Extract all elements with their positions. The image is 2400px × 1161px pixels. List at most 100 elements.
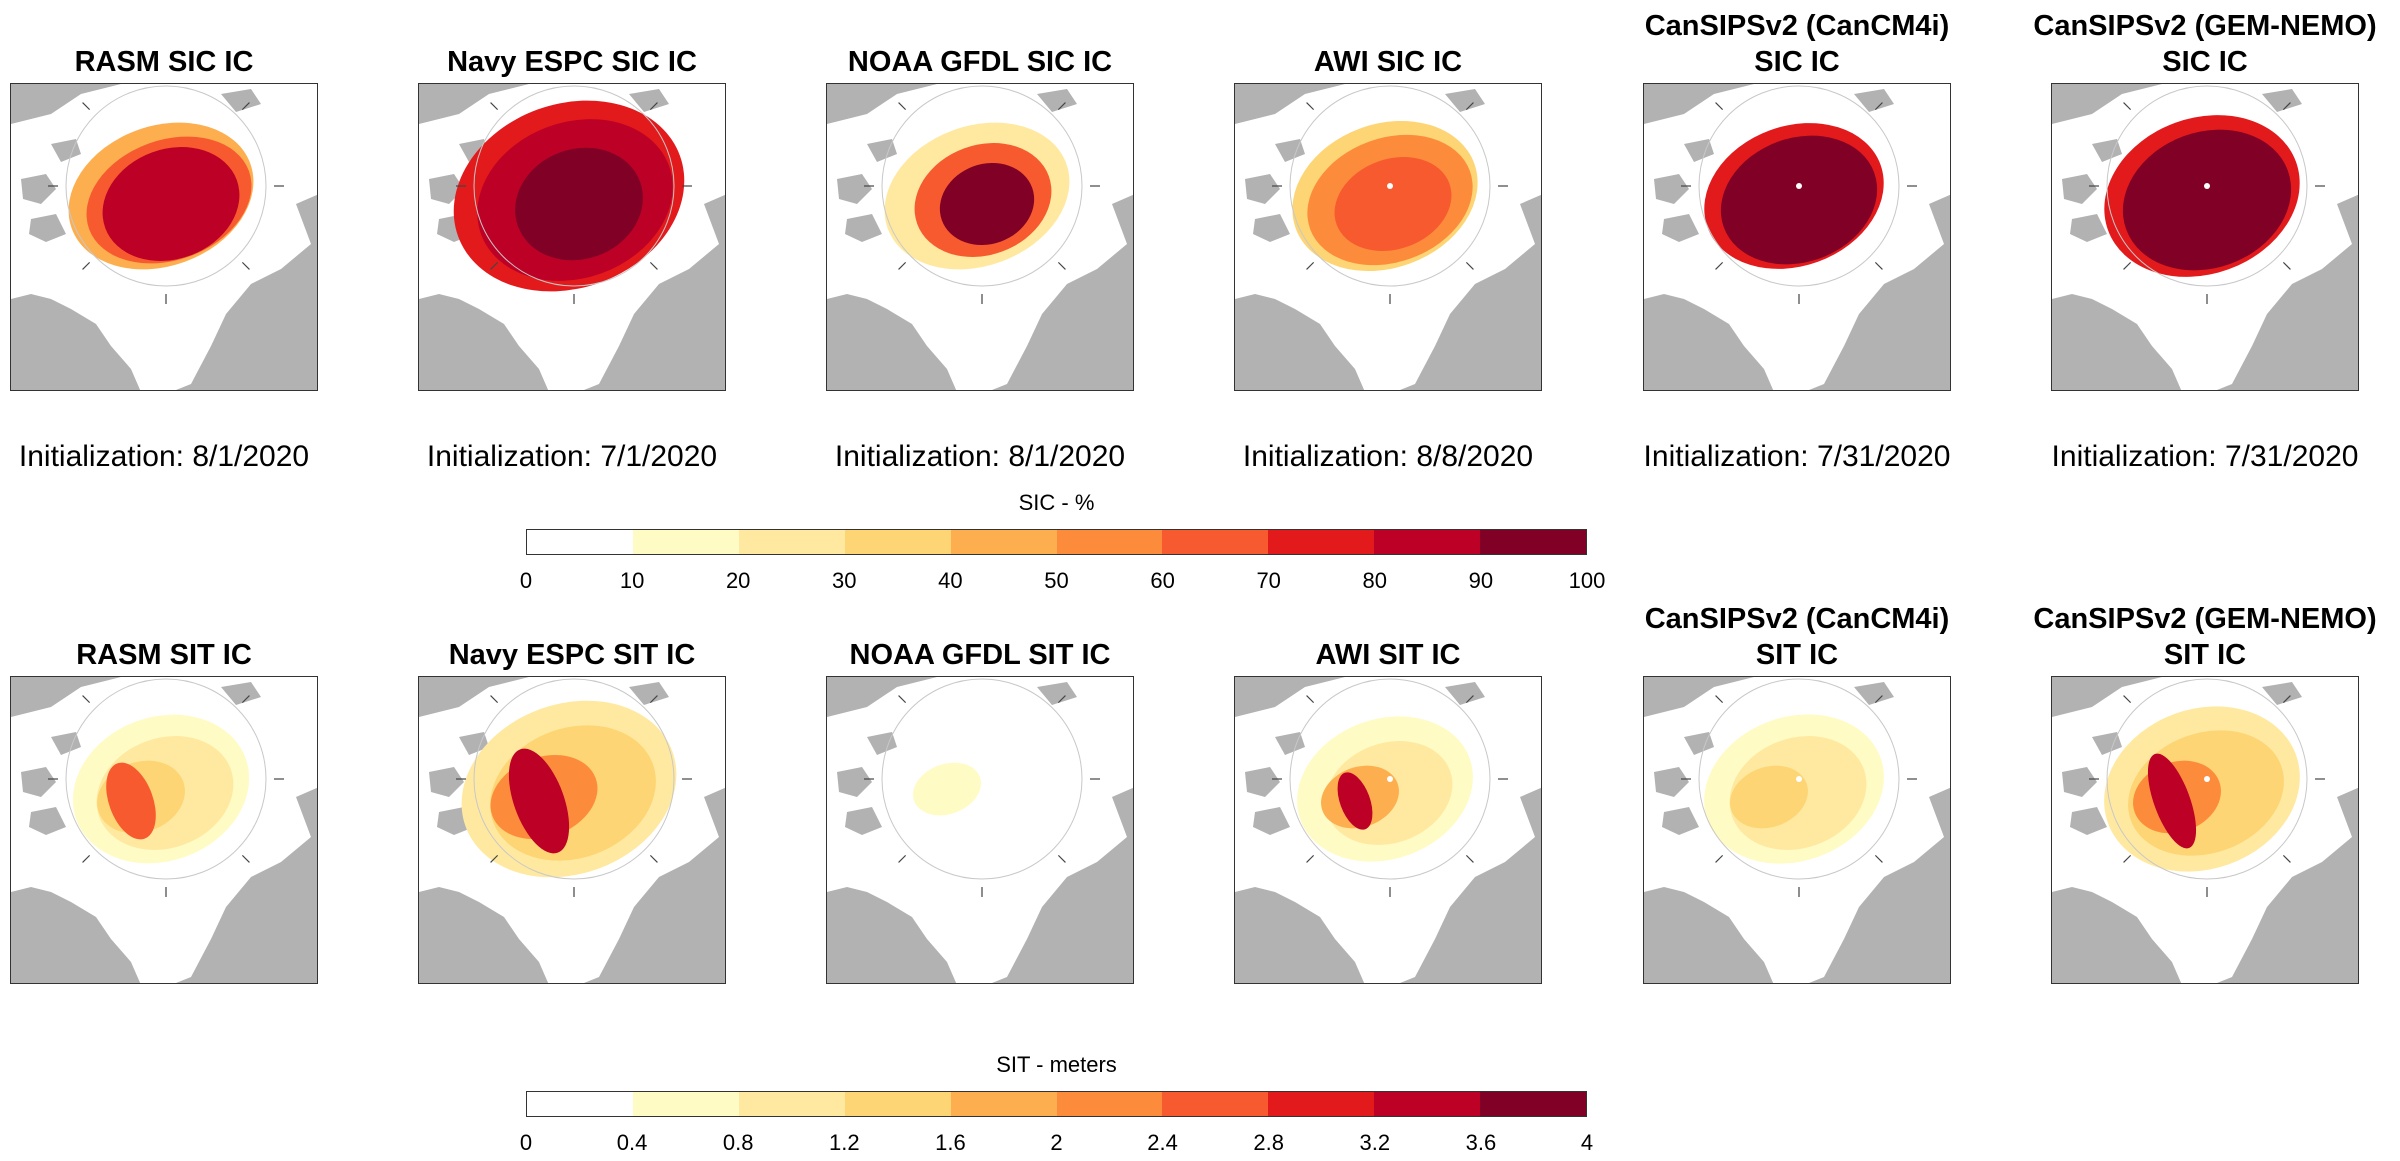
colorbar-segment (1162, 530, 1269, 554)
colorbar-tick-label: 2 (1050, 1130, 1063, 1155)
colorbar-segment (1374, 530, 1481, 554)
latitude-circle (65, 678, 267, 880)
meridian-tick (241, 854, 250, 863)
colorbar-segment (1056, 530, 1163, 554)
land-island (1654, 174, 1689, 204)
meridian-tick (1874, 695, 1883, 704)
land-island (2292, 314, 2358, 390)
land-island (2092, 732, 2122, 755)
panel-title-line: Navy ESPC SIT IC (448, 639, 696, 671)
meridian-tick (490, 695, 499, 704)
meridian-tick (898, 102, 907, 111)
land-island (251, 314, 317, 390)
latitude-circle (881, 678, 1083, 880)
meridian-tick (2282, 854, 2291, 863)
colorbar-segment (950, 530, 1057, 554)
land-island (837, 767, 872, 797)
sea-ice-region (1334, 156, 1452, 252)
colorbar-tick-label: 40 (938, 568, 963, 593)
colorbar-segment (1374, 1092, 1481, 1116)
meridian-tick (82, 854, 91, 863)
initialization-label: Initialization: 8/1/2020 (18, 440, 310, 473)
meridian-tick (490, 261, 499, 270)
panel-title-line: SIC IC (1754, 46, 1840, 78)
arctic-map-panel (2051, 676, 2359, 984)
sea-ice-region (2122, 129, 2292, 271)
north-pole-marker (2204, 183, 2210, 189)
meridian-tick (82, 102, 91, 111)
colorbar-title: SIC - % (1018, 490, 1095, 515)
meridian-tick (2282, 102, 2291, 111)
initialization-label: Initialization: 7/31/2020 (2051, 440, 2359, 473)
meridian-tick (649, 854, 658, 863)
panel-title: RASM SIT IC (0, 637, 374, 673)
panel-title-line: RASM SIC IC (74, 46, 254, 78)
colorbar-segment (738, 1092, 845, 1116)
arctic-map-panel (1643, 676, 1951, 984)
land-island (1037, 89, 1077, 112)
panel-title-line: CanSIPSv2 (GEM-NEMO) (2033, 10, 2377, 42)
sea-ice-region (102, 147, 240, 261)
map-svg (1235, 84, 1541, 390)
panel-title: NOAA GFDL SIC IC (770, 44, 1190, 80)
panel-title-line: SIT IC (2163, 639, 2247, 671)
sea-ice-region (515, 147, 643, 261)
latitude-circle (881, 85, 1083, 287)
panel-title: Navy ESPC SIT IC (362, 637, 782, 673)
panel-title-line: SIT IC (1755, 639, 1839, 671)
meridian-tick (241, 261, 250, 270)
arctic-map-panel (10, 83, 318, 391)
meridian-tick (82, 261, 91, 270)
panel-title-line: AWI SIT IC (1315, 639, 1461, 671)
colorbar-segment (1268, 1092, 1375, 1116)
colorbar-tick-label: 2.8 (1253, 1130, 1284, 1155)
sea-ice-region (2147, 753, 2197, 849)
land-island (1067, 907, 1133, 983)
land-island (629, 89, 669, 112)
land-island (1445, 682, 1485, 705)
map-svg (1644, 84, 1950, 390)
map-svg (2052, 677, 2358, 983)
land-island (221, 682, 261, 705)
latitude-circle (473, 678, 675, 880)
meridian-tick (490, 854, 499, 863)
sea-ice-region (1720, 135, 1878, 265)
land-island (2262, 89, 2302, 112)
panel-title-line: CanSIPSv2 (CanCM4i) (1644, 603, 1950, 635)
sea-ice-region (1730, 765, 1808, 829)
initialization-label: Initialization: 7/31/2020 (1643, 440, 1951, 473)
meridian-tick (1057, 695, 1066, 704)
colorbar-tick-label: 20 (725, 568, 751, 593)
meridian-tick (2123, 854, 2132, 863)
land-island (659, 314, 725, 390)
panel-title: NOAA GFDL SIT IC (770, 637, 1190, 673)
land-island (1275, 732, 1305, 755)
land-island (2292, 907, 2358, 983)
meridian-tick (2123, 261, 2132, 270)
north-pole-marker (1387, 776, 1393, 782)
meridian-tick (1715, 695, 1724, 704)
meridian-tick (2282, 695, 2291, 704)
colorbar-segment (1268, 530, 1375, 554)
panel-title-line: RASM SIT IC (76, 639, 252, 671)
colorbar-tick-label: 2.4 (1147, 1130, 1178, 1155)
map-svg (419, 84, 725, 390)
land-island (1684, 139, 1714, 162)
latitude-circle (2106, 85, 2308, 287)
initialization-label: Initialization: 7/1/2020 (426, 440, 718, 473)
land-island (1662, 214, 1699, 242)
meridian-tick (1306, 695, 1315, 704)
meridian-tick (1465, 695, 1474, 704)
colorbar-segment (844, 530, 951, 554)
land-island (29, 214, 66, 242)
land-island (1475, 314, 1541, 390)
colorbar-tick-label: 70 (1256, 568, 1281, 593)
colorbar-tick-label: 1.2 (829, 1130, 860, 1155)
arctic-map-panel (1234, 83, 1542, 391)
panel-title-line: CanSIPSv2 (GEM-NEMO) (2033, 603, 2377, 635)
colorbar-segment (1056, 1092, 1163, 1116)
latitude-circle (1289, 85, 1491, 287)
land-island (1654, 767, 1689, 797)
meridian-tick (82, 695, 91, 704)
initialization-label: Initialization: 8/1/2020 (834, 440, 1126, 473)
